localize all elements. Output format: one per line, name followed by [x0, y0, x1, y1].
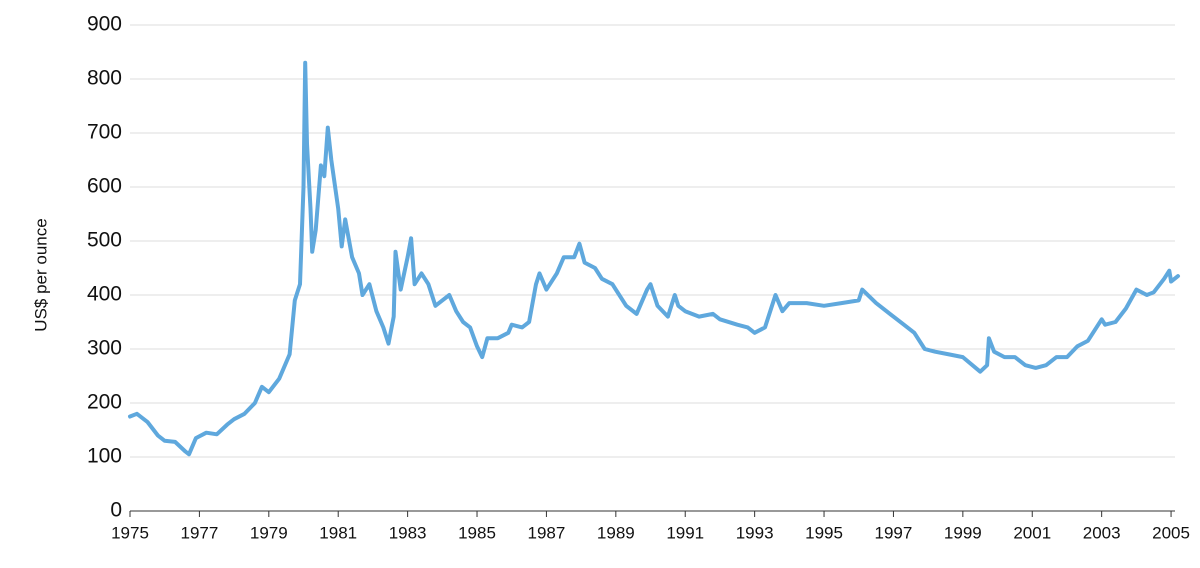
x-tick-label: 1983 — [389, 523, 427, 542]
x-tick-label: 2003 — [1083, 523, 1121, 542]
y-tick-label: 100 — [87, 445, 122, 468]
x-tick-label: 1997 — [875, 523, 913, 542]
y-axis-label: US$ per ounce — [31, 218, 50, 331]
x-tick-label: 1989 — [597, 523, 635, 542]
y-tick-label: 0 — [110, 499, 122, 522]
x-tick-label: 1981 — [319, 523, 357, 542]
x-tick-label: 2001 — [1013, 523, 1051, 542]
x-tick-label: 1977 — [180, 523, 218, 542]
x-tick-label: 1991 — [666, 523, 704, 542]
x-tick-label: 1993 — [736, 523, 774, 542]
x-tick-label: 1979 — [250, 523, 288, 542]
x-tick-label: 2005 — [1152, 523, 1190, 542]
x-tick-label: 1995 — [805, 523, 843, 542]
y-tick-label: 300 — [87, 337, 122, 360]
y-tick-label: 700 — [87, 121, 122, 144]
y-tick-label: 400 — [87, 283, 122, 306]
y-tick-label: 200 — [87, 391, 122, 414]
y-tick-label: 500 — [87, 229, 122, 252]
x-tick-label: 1985 — [458, 523, 496, 542]
y-tick-label: 600 — [87, 175, 122, 198]
x-tick-label: 1987 — [528, 523, 566, 542]
x-tick-label: 1975 — [111, 523, 149, 542]
x-tick-label: 1999 — [944, 523, 982, 542]
y-tick-label: 900 — [87, 13, 122, 36]
y-tick-label: 800 — [87, 67, 122, 90]
line — [128, 60, 1180, 457]
